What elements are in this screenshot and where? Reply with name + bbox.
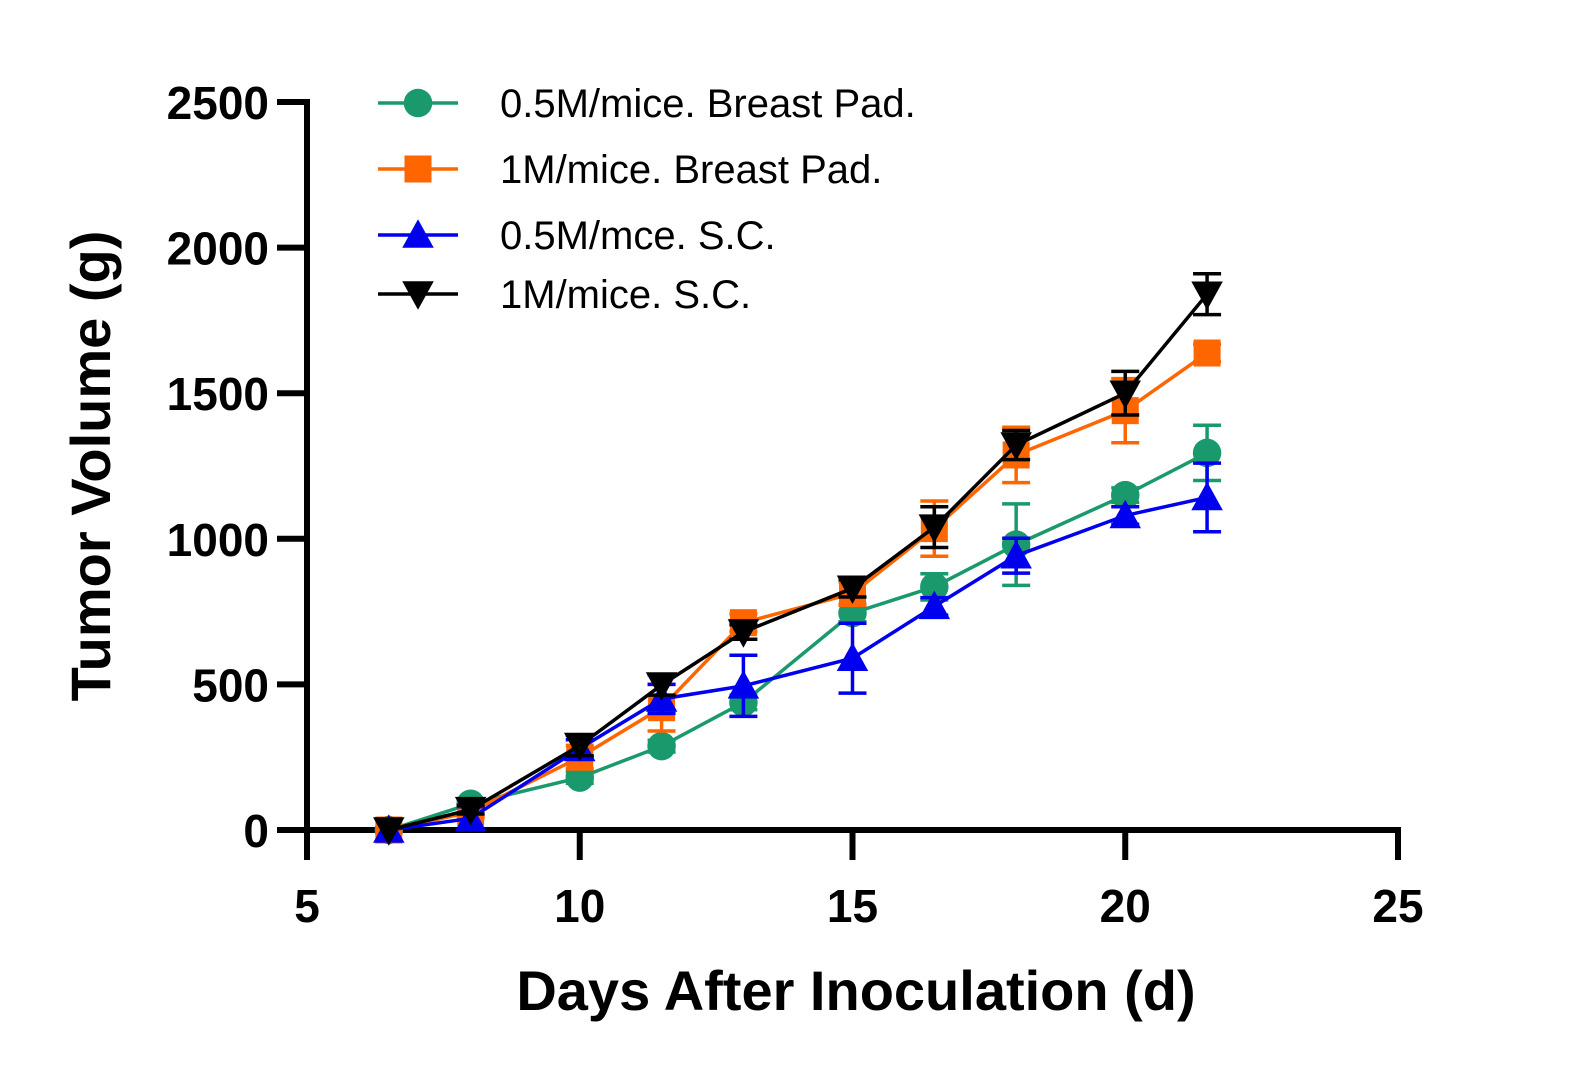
- x-tick-label: 10: [554, 880, 605, 932]
- series-1: [374, 423, 1222, 845]
- y-tick-label: 1000: [167, 514, 269, 566]
- legend-item: 1M/mice. Breast Pad.: [378, 148, 882, 192]
- data-point-triangle-up: [402, 219, 434, 248]
- x-tick-label: 5: [294, 880, 320, 932]
- data-point-triangle-up: [836, 642, 869, 671]
- data-point-circle: [403, 88, 433, 118]
- series-line: [388, 451, 1208, 832]
- data-point-triangle-down: [1109, 380, 1141, 409]
- data-point-circle: [920, 572, 949, 602]
- data-point-triangle-down: [918, 514, 951, 543]
- y-tick-label: 2000: [167, 223, 269, 275]
- legend-label: 0.5M/mce. S.C.: [500, 214, 776, 258]
- series-line: [388, 351, 1209, 832]
- series-line: [388, 293, 1209, 832]
- legend-item: 0.5M/mice. Breast Pad.: [378, 82, 916, 126]
- data-point-triangle-down: [727, 619, 760, 648]
- data-point-triangle-down: [373, 817, 405, 846]
- legend-label: 1M/mice. S.C.: [500, 273, 751, 317]
- y-axis-label: Tumor Volume (g): [59, 231, 122, 702]
- data-point-triangle-down: [402, 281, 434, 310]
- legend-item: 1M/mice. S.C.: [378, 273, 751, 317]
- data-point-triangle-down: [564, 732, 596, 762]
- x-tick-label: 25: [1372, 880, 1423, 932]
- y-tick-label: 1500: [167, 368, 269, 420]
- data-point-triangle-up: [1191, 481, 1223, 511]
- data-point-triangle-up: [918, 590, 951, 620]
- series-line: [388, 495, 1208, 832]
- legend-label: 1M/mice. Breast Pad.: [500, 148, 882, 192]
- x-tick-label: 20: [1100, 880, 1151, 932]
- data-point-triangle-down: [1191, 281, 1223, 310]
- data-point-triangle-down: [454, 796, 487, 826]
- x-tick-label: 15: [827, 880, 878, 932]
- series-2: [375, 339, 1222, 844]
- series-group: [373, 272, 1223, 846]
- data-point-triangle-up: [1109, 499, 1141, 529]
- y-tick-label: 2500: [167, 77, 269, 129]
- data-point-circle: [1192, 438, 1222, 468]
- data-point-triangle-up: [727, 670, 760, 699]
- legend-label: 0.5M/mice. Breast Pad.: [500, 82, 916, 126]
- y-tick-label: 500: [192, 659, 269, 711]
- x-axis-label: Days After Inoculation (d): [516, 959, 1195, 1022]
- axes: [277, 99, 1401, 860]
- series-4: [373, 272, 1223, 846]
- data-point-circle: [1111, 480, 1140, 510]
- legend-item: 0.5M/mce. S.C.: [378, 214, 776, 258]
- data-point-triangle-down: [1000, 432, 1032, 461]
- data-point-square: [1193, 339, 1221, 367]
- series-3: [373, 461, 1223, 843]
- data-point-circle: [647, 731, 676, 761]
- y-tick-label: 0: [243, 805, 269, 857]
- tick-labels: 5 10 15 20 25 0 500 1000 1500 2000 2500: [167, 77, 1424, 932]
- data-point-triangle-up: [1000, 539, 1032, 569]
- data-point-triangle-down: [836, 575, 869, 605]
- data-point-square: [404, 155, 432, 183]
- legend: 0.5M/mice. Breast Pad. 1M/mice. Breast Pa…: [378, 82, 916, 317]
- data-point-triangle-down: [645, 672, 678, 701]
